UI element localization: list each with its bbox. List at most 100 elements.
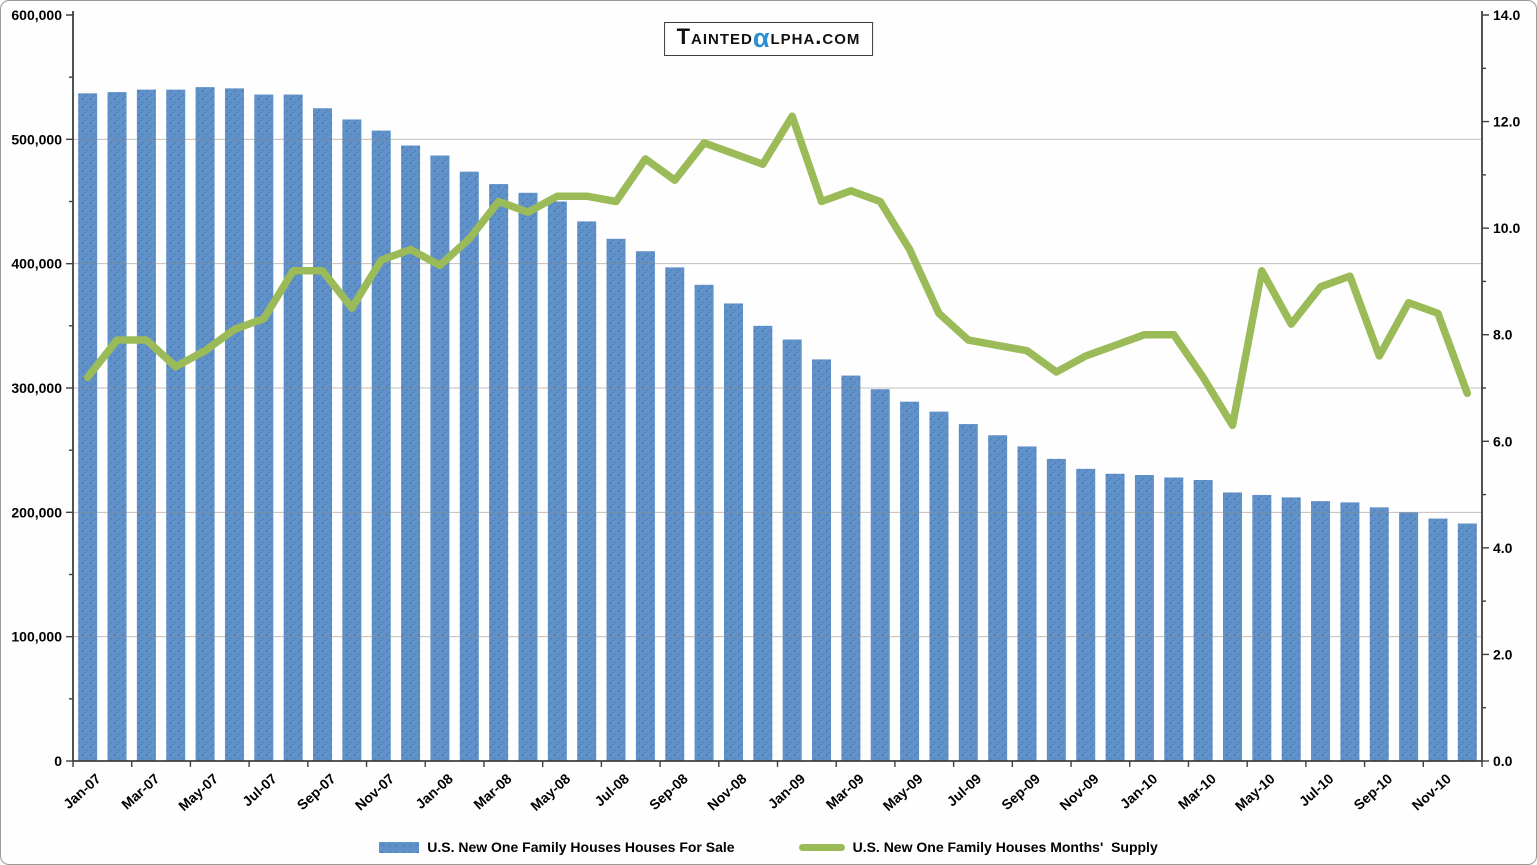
bar-Jun-07	[224, 88, 244, 762]
bar-Jan-07	[78, 93, 98, 761]
x-label-group-May-10: May-10	[1232, 770, 1278, 814]
x-label-group-Sep-10: Sep-10	[1350, 770, 1395, 813]
x-label-group-Mar-08: Mar-08	[470, 770, 514, 812]
bar-Oct-07	[342, 119, 362, 761]
legend-bar-swatch-icon	[379, 841, 420, 853]
left-axis-label-200000: 200,000	[11, 504, 62, 520]
right-axis-label-12: 12.0	[1493, 114, 1520, 130]
bar-Nov-09	[1076, 468, 1096, 761]
bar-Feb-07	[107, 92, 127, 762]
left-axis-label-300000: 300,000	[11, 380, 62, 396]
right-axis-label-6: 6.0	[1493, 433, 1513, 449]
logo-text-suffix: lpha.com	[770, 24, 861, 49]
x-axis-label-Jan-07: Jan-07	[60, 770, 104, 812]
x-axis-label-Jul-07: Jul-07	[239, 770, 280, 809]
bar-Dec-09	[1105, 473, 1125, 761]
x-label-group-Jul-07: Jul-07	[239, 770, 280, 809]
x-label-group-May-08: May-08	[527, 770, 573, 814]
bar-Apr-10	[1222, 492, 1242, 761]
chart-legend: U.S. New One Family Houses Houses For Sa…	[1, 839, 1536, 855]
x-axis-label-Jan-09: Jan-09	[765, 770, 809, 812]
x-axis-label-May-10: May-10	[1232, 770, 1278, 814]
x-label-group-Jan-08: Jan-08	[412, 770, 456, 812]
x-axis-label-Nov-07: Nov-07	[352, 770, 398, 813]
bar-Feb-08	[459, 171, 479, 761]
bar-Feb-09	[812, 359, 832, 761]
x-label-group-Sep-08: Sep-08	[646, 770, 691, 813]
bar-Jul-10	[1311, 501, 1331, 761]
bar-Feb-10	[1164, 477, 1184, 761]
bar-Oct-09	[1046, 458, 1066, 761]
x-label-group-Mar-09: Mar-09	[823, 770, 867, 812]
x-axis-label-May-07: May-07	[175, 770, 221, 814]
x-label-group-Jul-10: Jul-10	[1296, 770, 1337, 809]
left-axis-label-500000: 500,000	[11, 131, 62, 147]
x-axis-label-Jul-10: Jul-10	[1296, 770, 1337, 809]
bar-Dec-10	[1457, 523, 1477, 761]
bar-Mar-10	[1193, 480, 1213, 761]
bar-May-10	[1252, 494, 1272, 761]
bar-Aug-10	[1340, 502, 1360, 761]
bar-Mar-07	[136, 89, 156, 762]
bar-May-08	[547, 201, 567, 761]
right-axis-label-14: 14.0	[1493, 7, 1520, 23]
bar-Nov-07	[371, 130, 391, 761]
x-label-group-Jul-09: Jul-09	[944, 770, 985, 809]
legend-line-swatch-icon	[798, 843, 845, 851]
legend-item-for-sale: U.S. New One Family Houses Houses For Sa…	[379, 839, 735, 855]
x-axis-label-Sep-08: Sep-08	[646, 770, 691, 813]
left-axis-label-100000: 100,000	[11, 629, 62, 645]
x-label-group-Sep-09: Sep-09	[998, 770, 1043, 813]
bar-Apr-08	[518, 192, 538, 762]
bar-series	[78, 87, 1477, 762]
bar-Dec-07	[401, 145, 421, 762]
bar-Dec-08	[753, 325, 773, 761]
x-label-group-Jan-10: Jan-10	[1117, 770, 1161, 812]
logo-text-prefix: Tainted	[676, 24, 753, 49]
legend-bar-label: U.S. New One Family Houses Houses For Sa…	[427, 839, 735, 855]
x-axis-label-Nov-10: Nov-10	[1409, 770, 1455, 813]
x-axis-label-Mar-10: Mar-10	[1175, 770, 1219, 812]
x-axis-label-May-09: May-09	[880, 770, 926, 814]
months-supply-line	[83, 112, 1472, 430]
bar-Nov-10	[1428, 518, 1448, 761]
left-axis-label-0: 0	[54, 753, 62, 769]
bar-Jun-09	[929, 411, 949, 761]
left-axis-label-400000: 400,000	[11, 256, 62, 272]
bar-Sep-08	[665, 267, 685, 761]
x-axis-label-Nov-09: Nov-09	[1056, 770, 1102, 813]
bar-Aug-07	[283, 94, 303, 761]
legend-item-months-supply: U.S. New One Family Houses Months' Suppl…	[798, 839, 1158, 855]
bar-Mar-08	[489, 184, 509, 762]
x-axis-label-Jul-09: Jul-09	[944, 770, 985, 809]
bar-Aug-08	[635, 251, 655, 762]
x-label-group-Jan-07: Jan-07	[60, 770, 104, 812]
right-axis-label-8: 8.0	[1493, 327, 1513, 343]
bar-Jun-10	[1281, 497, 1301, 761]
bar-Mar-09	[841, 375, 861, 761]
right-axis-label-10: 10.0	[1493, 220, 1520, 236]
bar-Apr-07	[166, 89, 186, 762]
x-axis-label-Jul-08: Jul-08	[591, 770, 632, 809]
x-axis-label-Nov-08: Nov-08	[704, 770, 750, 813]
logo-alpha-glyph: α	[752, 23, 771, 53]
x-label-group-Nov-07: Nov-07	[352, 770, 398, 813]
right-axis-label-0: 0.0	[1493, 753, 1513, 769]
x-label-group-Sep-07: Sep-07	[294, 770, 339, 813]
bar-Sep-07	[313, 108, 333, 761]
bar-Nov-08	[723, 303, 743, 761]
site-logo: Taintedαlpha.com	[663, 22, 874, 56]
x-label-group-Nov-10: Nov-10	[1409, 770, 1455, 813]
x-label-group-May-09: May-09	[880, 770, 926, 814]
x-label-group-Mar-10: Mar-10	[1175, 770, 1219, 812]
bar-Jul-09	[958, 424, 978, 761]
x-axis-label-Mar-07: Mar-07	[118, 770, 162, 812]
x-axis-label-Jan-08: Jan-08	[412, 770, 456, 812]
bar-Sep-10	[1369, 507, 1389, 761]
bar-Jan-09	[782, 339, 802, 761]
x-label-group-May-07: May-07	[175, 770, 221, 814]
x-label-group-Nov-08: Nov-08	[704, 770, 750, 813]
bar-Jun-08	[577, 221, 597, 761]
